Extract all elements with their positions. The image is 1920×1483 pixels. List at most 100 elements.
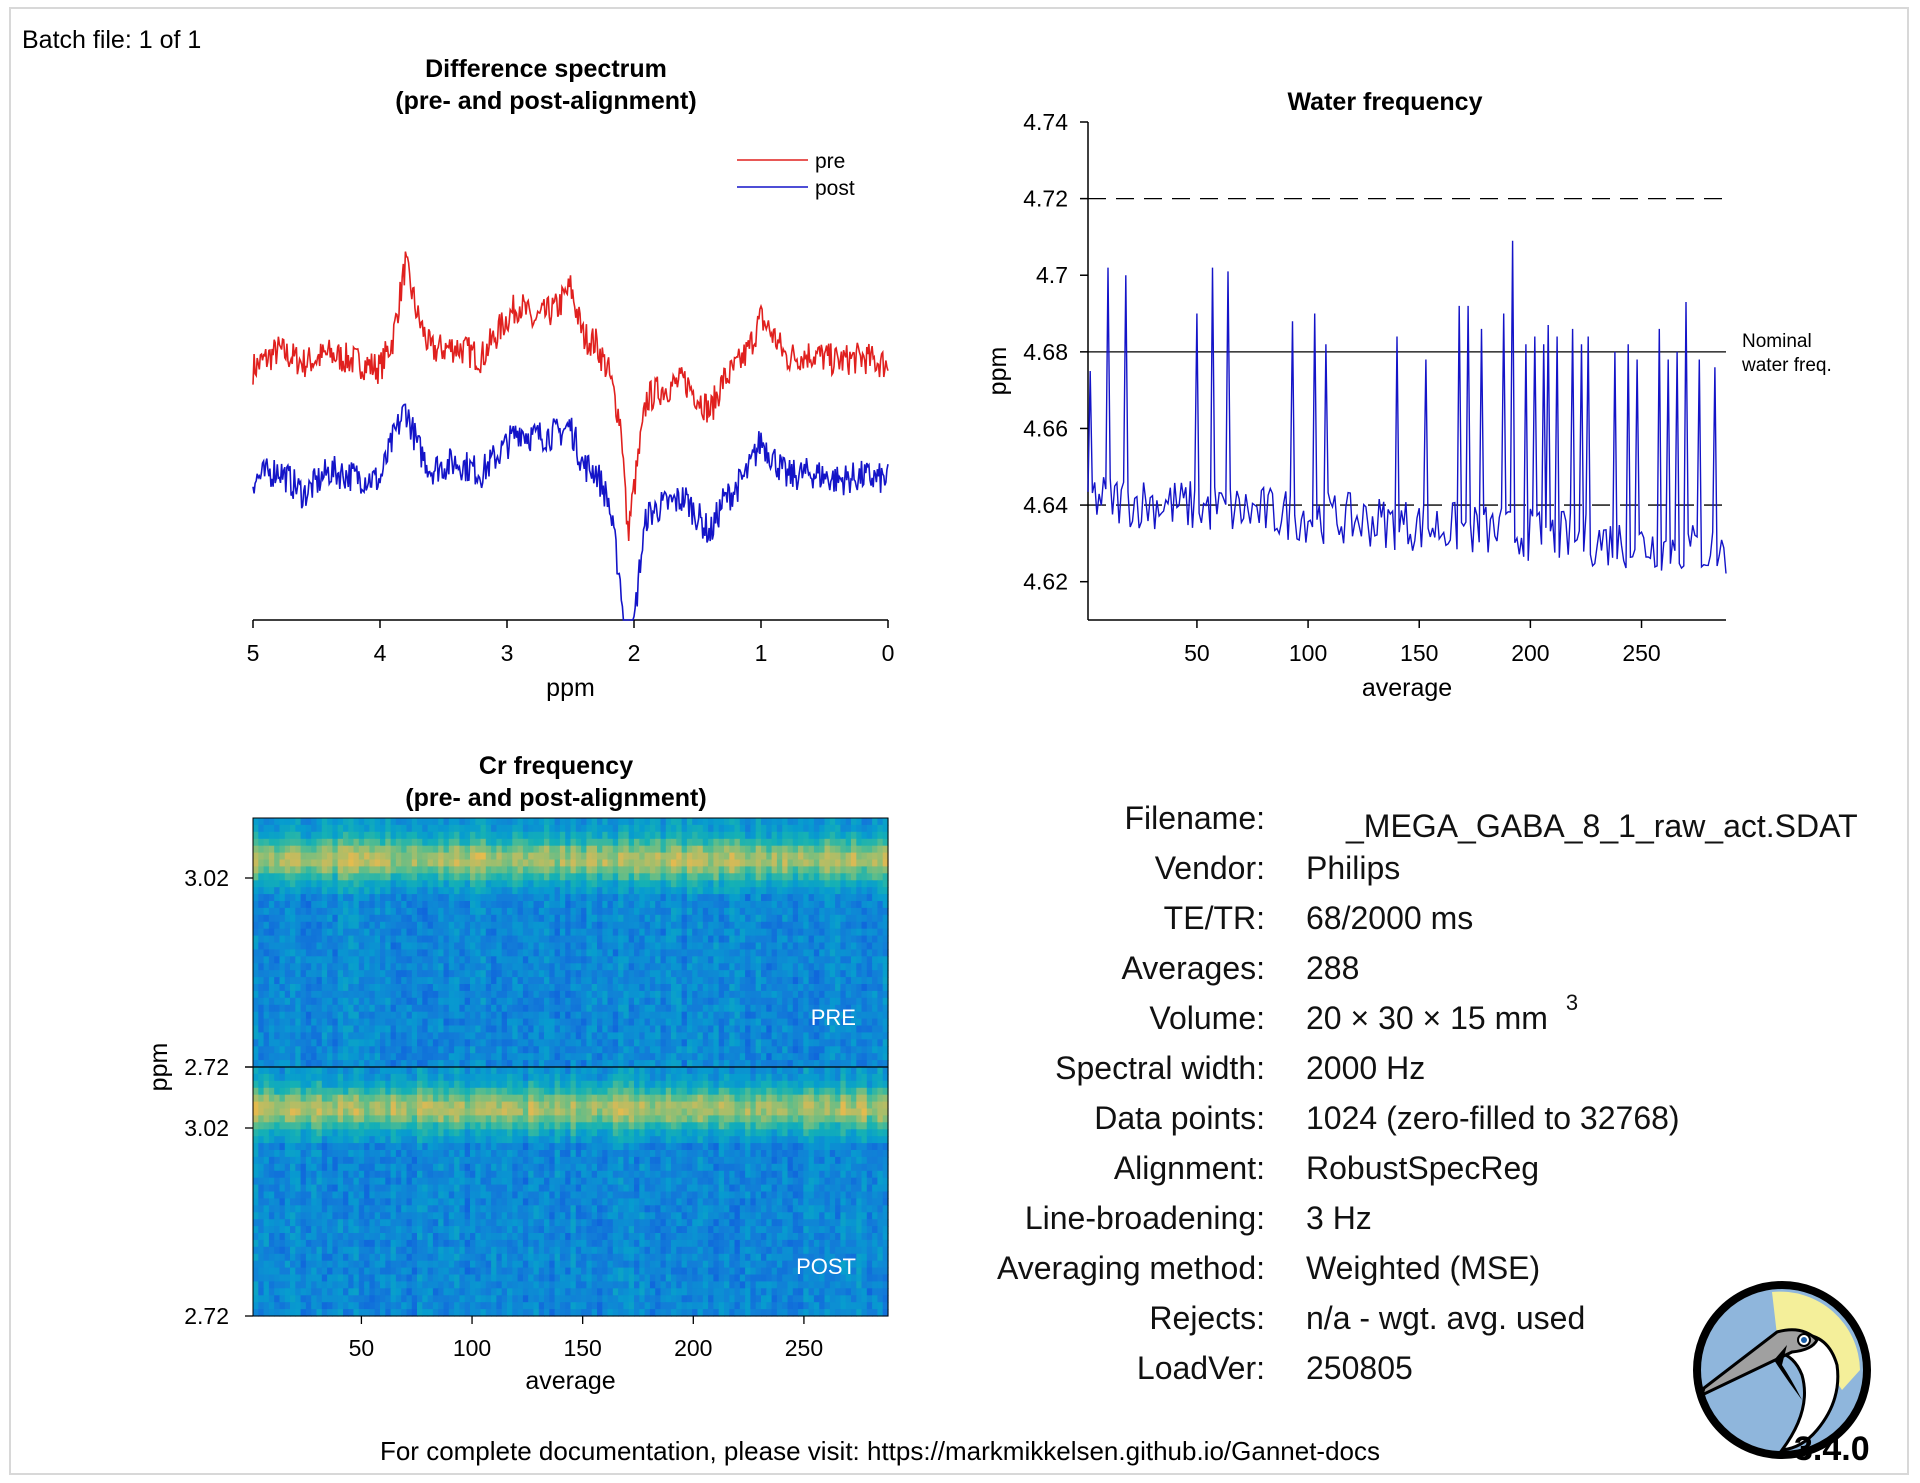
heatmap-cell <box>459 942 466 950</box>
heatmap-cell <box>279 907 286 916</box>
heatmap-cell <box>406 1011 413 1020</box>
heatmap-cell <box>311 901 318 909</box>
heatmap-cell <box>761 880 767 888</box>
heatmap-cell <box>612 852 619 861</box>
heatmap-cell <box>813 914 820 923</box>
heatmap-cell <box>623 873 630 881</box>
heatmap-cell <box>358 852 365 861</box>
heatmap-cell <box>432 990 439 999</box>
heatmap-cell <box>724 914 730 923</box>
heatmap-cell <box>607 984 614 992</box>
heatmap-cell <box>776 901 783 909</box>
heatmap-cell <box>734 1032 741 1040</box>
heatmap-cell <box>597 907 603 916</box>
heatmap-cell <box>755 818 762 826</box>
heatmap-cell <box>522 949 529 957</box>
heatmap-cell <box>766 1025 773 1033</box>
heatmap-cell <box>597 928 603 937</box>
heatmap-cell <box>755 942 762 950</box>
heatmap-cell <box>464 901 471 909</box>
heatmap-cell <box>385 1053 392 1061</box>
heatmap-cell <box>353 1053 360 1061</box>
heatmap-cell <box>581 859 587 867</box>
heatmap-cell <box>533 914 540 923</box>
heatmap-cell <box>628 824 635 833</box>
heatmap-cell <box>268 1101 275 1110</box>
heatmap-cell <box>263 894 270 902</box>
heatmap-cell <box>443 1073 450 1082</box>
heatmap-cell <box>443 997 450 1006</box>
heatmap-cell <box>718 1067 725 1075</box>
heatmap-cell <box>348 977 355 985</box>
heatmap-cell <box>782 1060 789 1068</box>
heatmap-cell <box>798 852 804 861</box>
heatmap-cell <box>512 1094 519 1103</box>
heatmap-cell <box>364 852 370 861</box>
heatmap-cell <box>464 1053 471 1061</box>
heatmap-cell <box>597 873 603 881</box>
heatmap-cell <box>840 887 847 895</box>
heatmap-cell <box>464 977 471 985</box>
heatmap-cell <box>448 970 455 978</box>
heatmap-cell <box>623 1025 630 1033</box>
heatmap-cell <box>427 901 434 909</box>
heatmap-cell <box>343 838 349 847</box>
heatmap-cell <box>755 1094 762 1103</box>
heatmap-cell <box>528 866 535 874</box>
heatmap-cell <box>364 1067 370 1075</box>
heatmap-cell <box>851 1046 857 1054</box>
heatmap-cell <box>591 921 598 930</box>
heatmap-cell <box>438 956 445 964</box>
heatmap-cell <box>581 824 587 833</box>
heatmap-cell <box>258 935 265 944</box>
heatmap-cell <box>522 880 529 888</box>
heatmap-cell <box>559 963 566 971</box>
heatmap-cell <box>713 907 720 916</box>
heatmap-cell <box>258 1018 265 1027</box>
heatmap-cell <box>782 1067 789 1075</box>
heatmap-cell <box>305 1060 312 1068</box>
heatmap-cell <box>448 914 455 923</box>
heatmap-cell <box>364 866 370 874</box>
heatmap-cell <box>713 914 720 923</box>
heatmap-cell <box>602 1032 609 1040</box>
heatmap-cell <box>676 1025 683 1033</box>
heatmap-cell <box>866 838 873 847</box>
heatmap-cell <box>300 1101 307 1110</box>
heatmap-cell <box>343 901 349 909</box>
heatmap-cell <box>279 914 286 923</box>
heatmap-cell <box>501 1018 508 1027</box>
heatmap-cell <box>676 831 683 840</box>
heatmap-cell <box>507 1080 513 1089</box>
heatmap-cell <box>459 928 466 937</box>
heatmap-cell <box>575 1025 582 1033</box>
heatmap-cell <box>856 845 863 854</box>
heatmap-cell <box>454 914 460 923</box>
heatmap-cell <box>586 970 593 978</box>
heatmap-cell <box>618 990 624 999</box>
heatmap-cell <box>750 901 757 909</box>
heatmap-cell <box>268 859 275 867</box>
heatmap-cell <box>771 1094 778 1103</box>
heatmap-cell <box>533 873 540 881</box>
heatmap-cell <box>708 887 714 895</box>
heatmap-cell <box>755 831 762 840</box>
heatmap-cell <box>861 831 868 840</box>
heatmap-cell <box>268 1046 275 1054</box>
heatmap-cell <box>311 935 318 944</box>
heatmap-cell <box>660 935 667 944</box>
heatmap-cell <box>750 990 757 999</box>
heatmap-cell <box>327 818 333 826</box>
heatmap-cell <box>724 984 730 992</box>
heatmap-cell <box>750 1080 757 1089</box>
heatmap-cell <box>761 935 767 944</box>
heatmap-cell <box>496 1053 503 1061</box>
heatmap-cell <box>734 824 741 833</box>
heatmap-cell <box>438 907 445 916</box>
heatmap-cell <box>628 1094 635 1103</box>
heatmap-cell <box>406 859 413 867</box>
heatmap-cell <box>866 873 873 881</box>
heatmap-cell <box>512 1067 519 1075</box>
heatmap-cell <box>792 1025 799 1033</box>
heatmap-cell <box>327 824 333 833</box>
